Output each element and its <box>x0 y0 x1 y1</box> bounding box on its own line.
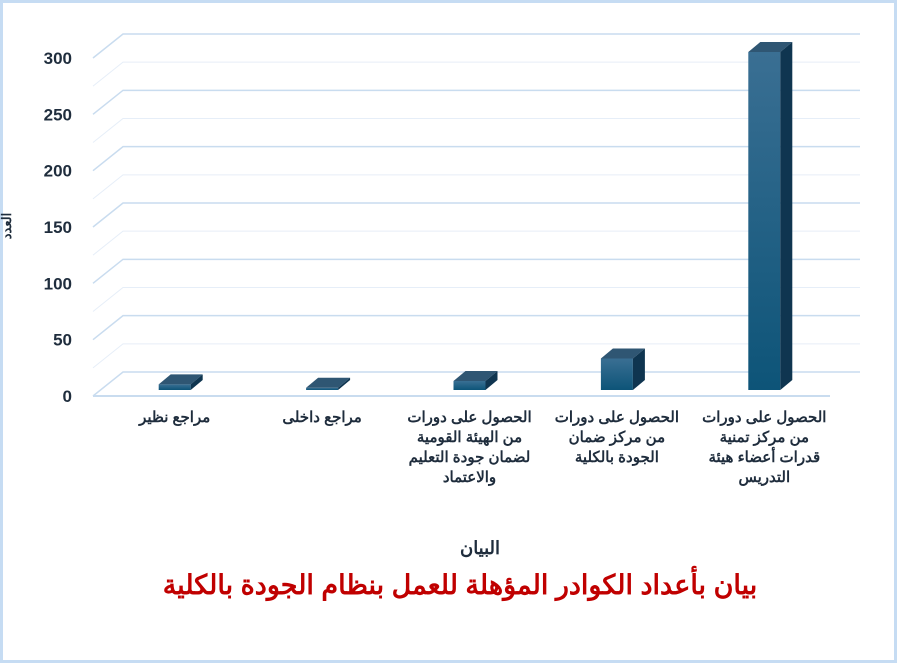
gridline <box>92 287 860 312</box>
bar <box>306 377 351 390</box>
gridline <box>92 343 860 369</box>
gridline <box>92 202 860 228</box>
bar-top <box>600 348 645 359</box>
bar-side <box>338 377 351 390</box>
bar-side <box>190 374 203 390</box>
x-tick-label: الحصول على دورات من مركز تمنية قدرات أعض… <box>702 409 827 486</box>
gridline <box>92 174 860 200</box>
gridline <box>92 314 860 341</box>
bar <box>748 42 793 390</box>
x-axis-label: البيان <box>459 538 501 558</box>
bar <box>600 348 645 390</box>
bar-top <box>748 42 793 52</box>
bar-side <box>780 42 793 390</box>
bar-top <box>306 377 351 388</box>
gridline <box>92 89 860 115</box>
x-tick-label: الحصول على دورات من الهيئة القومية لضمان… <box>407 409 532 486</box>
bar-top <box>158 374 203 385</box>
bar-front <box>306 387 339 390</box>
y-tick-label: 100 <box>44 274 72 293</box>
gridline <box>92 145 860 172</box>
gridline <box>92 118 860 143</box>
y-tick-label: 50 <box>53 331 72 350</box>
gridline <box>92 258 860 284</box>
bar-front <box>600 358 633 390</box>
y-axis-label: العدد <box>0 212 15 240</box>
bar-front <box>453 380 486 390</box>
y-tick-label: 250 <box>44 105 72 124</box>
bar-side <box>485 370 498 390</box>
y-tick-label: 300 <box>44 49 72 68</box>
chart-title: بيان بأعداد الكوادر المؤهلة للعمل بنظام … <box>162 570 758 600</box>
bar-front <box>158 384 191 390</box>
x-tick-label: مراجع نظير <box>139 409 211 426</box>
bar <box>453 370 498 390</box>
x-tick-label: الحصول على دورات من مركز ضمان الجودة بال… <box>554 409 680 466</box>
gridline <box>92 230 860 256</box>
bar <box>158 374 203 390</box>
bar-top <box>453 370 498 381</box>
y-tick-label: 0 <box>63 387 72 406</box>
gridline <box>92 33 860 59</box>
bar-front <box>748 52 781 390</box>
x-tick-label: مراجع داخلى <box>282 409 362 426</box>
y-tick-label: 200 <box>44 162 72 181</box>
bar-side <box>632 348 645 390</box>
gridline <box>92 61 860 87</box>
y-tick-label: 150 <box>44 218 72 237</box>
